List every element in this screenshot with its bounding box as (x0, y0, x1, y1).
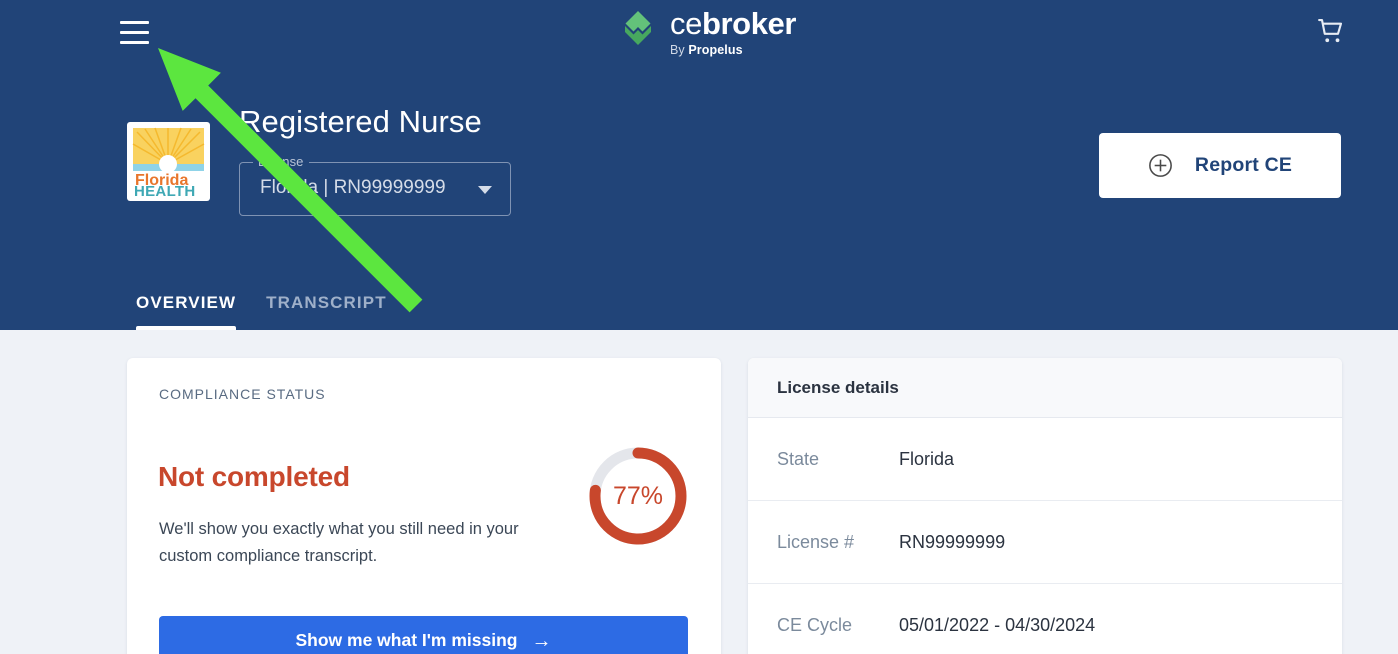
row-value-license-number: RN99999999 (899, 531, 1006, 552)
license-summary-row: Florida HEALTH Registered Nurse License … (0, 104, 1398, 234)
report-ce-label: Report CE (1194, 154, 1293, 176)
license-select-label: License (253, 154, 309, 169)
license-select[interactable]: License Florida | RN99999999 (239, 154, 511, 216)
compliance-progress-donut: 77% (584, 442, 692, 550)
donut-chart (589, 447, 687, 545)
svg-text:HEALTH: HEALTH (134, 183, 196, 197)
brand-byline-name: Propelus (688, 43, 743, 57)
page-title: Registered Nurse (239, 104, 482, 139)
brand-logo[interactable]: cebroker By Propelus (617, 8, 796, 57)
report-ce-button[interactable]: Report CE (1099, 133, 1341, 198)
donut-progress-arc (589, 447, 687, 545)
hamburger-bar (120, 20, 149, 24)
compliance-status-value: Not completed (158, 461, 350, 492)
row-key-ce-cycle: CE Cycle (777, 615, 853, 635)
license-select-value: Florida | RN99999999 (260, 177, 446, 198)
ce-broker-diamond-check-icon (625, 11, 651, 46)
brand-wordmark: cebroker By Propelus (670, 8, 796, 57)
chevron-down-icon[interactable] (478, 186, 492, 194)
shopping-cart-icon[interactable] (1316, 16, 1346, 46)
florida-health-sun-icon: Florida HEALTH (131, 126, 206, 197)
compliance-percent-label: 77% (612, 481, 664, 510)
compliance-status-card: COMPLIANCE STATUS Not completed We'll sh… (127, 358, 721, 654)
license-details-title: License details (777, 377, 899, 397)
row-value-ce-cycle: 05/01/2022 - 04/30/2024 (899, 615, 1096, 635)
table-row: License # RN99999999 (748, 501, 1342, 584)
brand-title: cebroker (670, 8, 796, 39)
show-missing-button[interactable]: Show me what I'm missing → (159, 616, 688, 654)
row-key-license-number: License # (777, 531, 855, 552)
compliance-status-description: We'll show you exactly what you still ne… (159, 520, 519, 565)
brand-title-ce: ce (670, 6, 702, 41)
florida-health-logo: Florida HEALTH (127, 122, 210, 201)
table-row: CE Cycle 05/01/2022 - 04/30/2024 (748, 584, 1342, 654)
tab-transcript[interactable]: TRANSCRIPT (266, 293, 387, 330)
table-row: State Florida (748, 418, 1342, 501)
compliance-status-eyebrow: COMPLIANCE STATUS (159, 386, 326, 402)
tab-overview[interactable]: OVERVIEW (136, 293, 237, 330)
main-content: COMPLIANCE STATUS Not completed We'll sh… (0, 330, 1398, 654)
row-value-state: Florida (899, 448, 955, 469)
arrow-right-icon: → (531, 629, 552, 652)
hamburger-menu-icon[interactable] (120, 19, 149, 45)
row-key-state: State (777, 448, 820, 469)
circle-plus-icon (1149, 154, 1172, 177)
app-header: cebroker By Propelus (0, 0, 1398, 330)
header-tabs: OVERVIEW TRANSCRIPT (136, 293, 387, 330)
top-bar: cebroker By Propelus (0, 0, 1398, 64)
show-missing-label: Show me what I'm missing (295, 630, 518, 650)
license-details-header: License details (748, 358, 1342, 418)
license-details-card: License details State Florida License # … (748, 358, 1342, 654)
hamburger-bar (120, 30, 149, 34)
hamburger-bar (120, 40, 149, 44)
brand-title-broker: broker (701, 6, 797, 41)
brand-byline: By Propelus (670, 44, 796, 57)
brand-byline-prefix: By (670, 43, 689, 57)
